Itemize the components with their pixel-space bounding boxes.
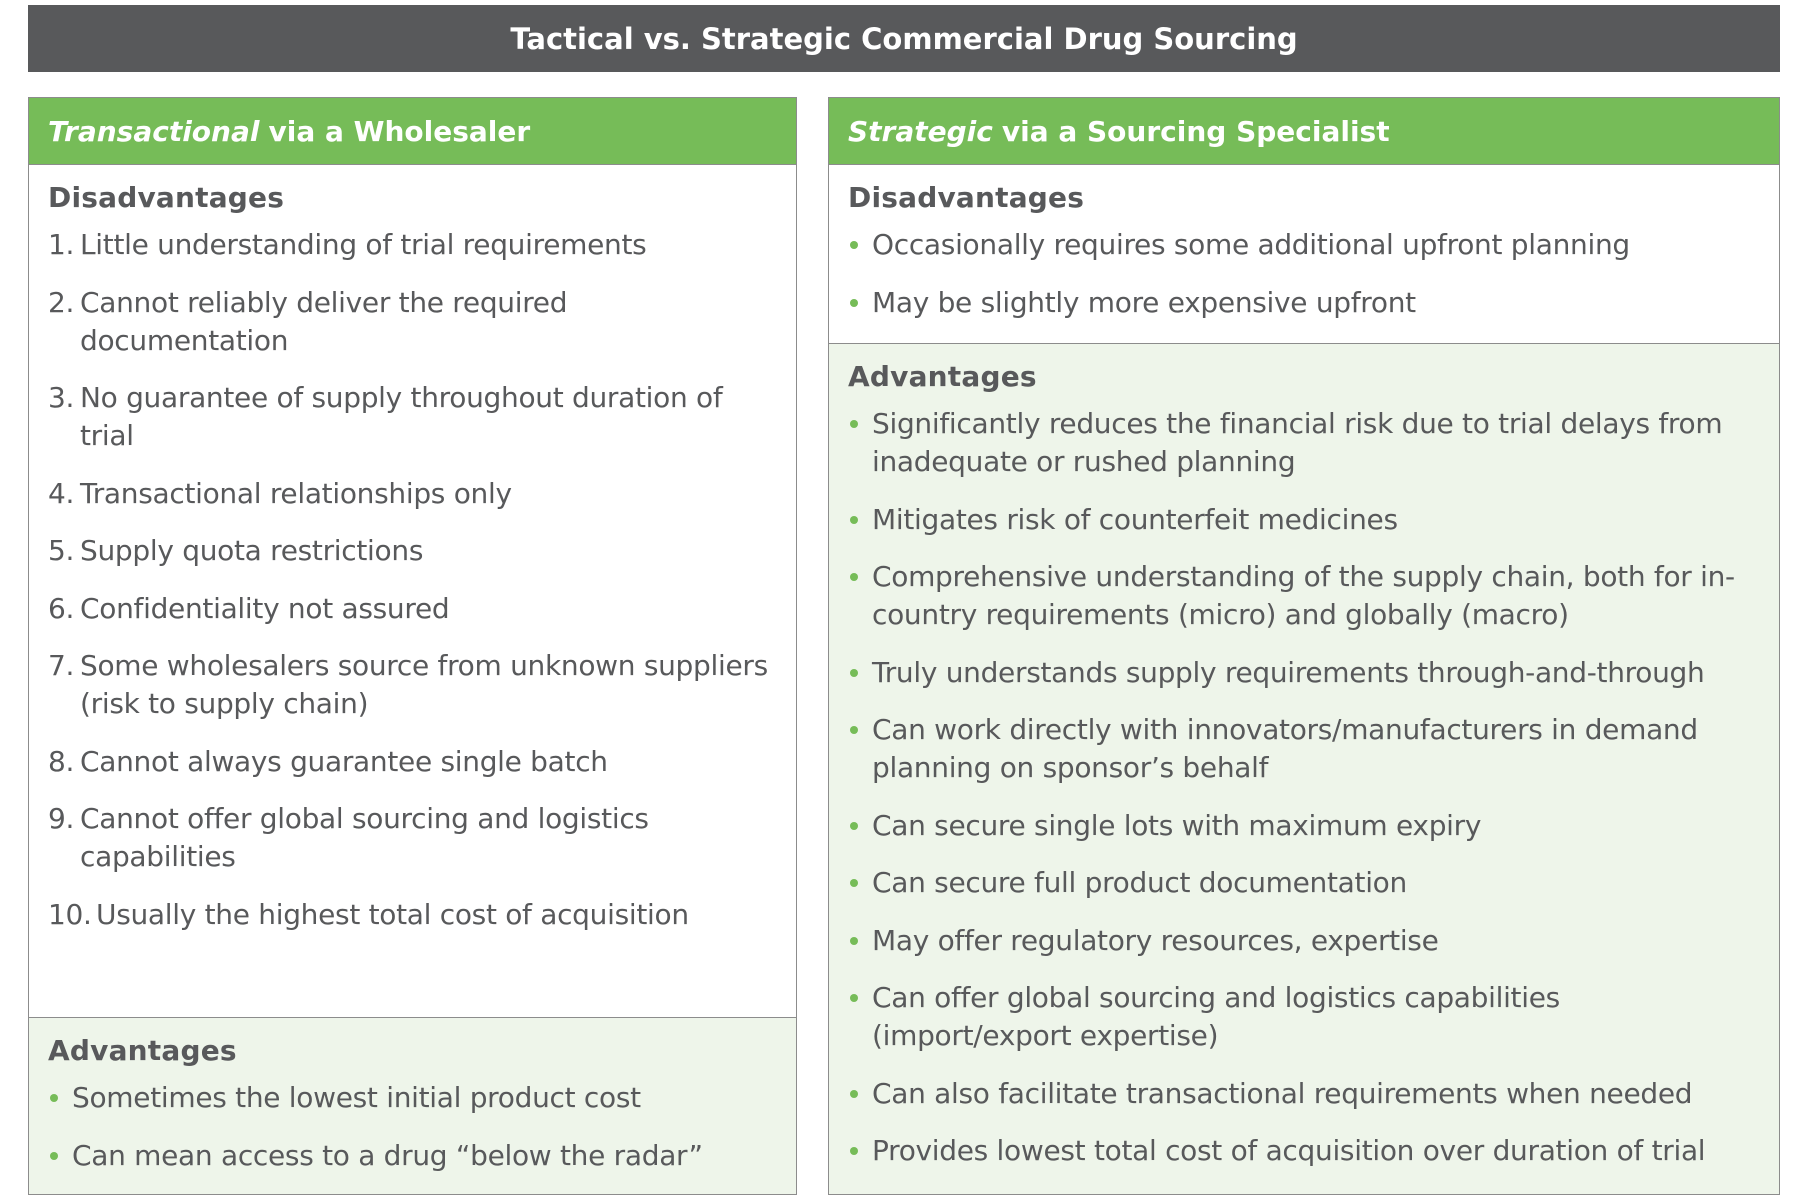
list-item: Can secure single lots with maximum expi… (848, 807, 1760, 845)
list-item: Provides lowest total cost of acquisitio… (848, 1132, 1760, 1170)
section-title: Advantages (48, 1034, 237, 1067)
list-item: 9. Cannot offer global sourcing and logis… (48, 800, 777, 876)
item-text: Can secure single lots with maximum expi… (872, 808, 1482, 842)
bullet-dot-icon (848, 1075, 872, 1113)
list-item: Comprehensive understanding of the suppl… (848, 558, 1760, 634)
list-item: 7. Some wholesalers source from unknown s… (48, 647, 777, 723)
list-item: Occasionally requires some additional up… (848, 226, 1760, 264)
item-number: 2. (48, 285, 75, 319)
item-text: Little understanding of trial requiremen… (80, 228, 647, 261)
item-number: 6. (48, 591, 75, 625)
list-item: 3. No guarantee of supply throughout dura… (48, 379, 777, 455)
advantages-list: Significantly reduces the financial risk… (848, 405, 1760, 1170)
list-item: 5. Supply quota restrictions (48, 532, 777, 570)
header-emphasis: Strategic (848, 114, 993, 148)
item-text: Can offer global sourcing and logistics … (872, 981, 1560, 1052)
advantages-list: Sometimes the lowest initial product cos… (48, 1079, 777, 1175)
item-number: 4. (48, 476, 75, 510)
item-number: 3. (48, 381, 75, 414)
list-item: Can also facilitate transactional requir… (848, 1075, 1760, 1113)
item-text: Cannot offer global sourcing and logisti… (80, 802, 649, 873)
bullet-dot-icon (848, 864, 872, 902)
list-item: Can secure full product documentation (848, 864, 1760, 902)
bullet-dot-icon (848, 711, 872, 749)
item-text: Cannot always guarantee single batch (80, 744, 608, 778)
column-transactional: Transactional via a Wholesaler Disadvant… (28, 97, 797, 1195)
item-text: Can secure full product documentation (872, 866, 1407, 899)
list-item: 10. Usually the highest total cost of acq… (48, 896, 777, 934)
disadvantages-list: 1. Little understanding of trial requirem… (48, 226, 777, 934)
disadvantages-list: Occasionally requires some additional up… (848, 226, 1760, 322)
bullet-dot-icon (848, 807, 872, 845)
item-text: Some wholesalers source from unknown sup… (80, 649, 768, 720)
list-item: 6. Confidentiality not assured (48, 590, 777, 628)
bullet-dot-icon (848, 226, 872, 264)
item-text: May be slightly more expensive upfront (872, 285, 1416, 319)
bullet-dot-icon (848, 979, 872, 1017)
bullet-dot-icon (848, 405, 872, 443)
advantages-section-transactional: Advantages Sometimes the lowest initial … (29, 1017, 796, 1194)
list-item: 2. Cannot reliably deliver the required d… (48, 284, 777, 360)
section-title: Disadvantages (48, 181, 285, 214)
item-text: Occasionally requires some additional up… (872, 228, 1630, 261)
item-text: May offer regulatory resources, expertis… (872, 923, 1439, 957)
list-item: 1. Little understanding of trial requirem… (48, 226, 777, 264)
item-number: 9. (48, 802, 75, 835)
bullet-dot-icon (848, 1132, 872, 1170)
item-text: Cannot reliably deliver the required doc… (80, 285, 568, 357)
list-item: Significantly reduces the financial risk… (848, 405, 1760, 481)
bullet-dot-icon (848, 558, 872, 596)
list-item: Can offer global sourcing and logistics … (848, 979, 1760, 1055)
list-item: 8. Cannot always guarantee single batch (48, 743, 777, 781)
page-title: Tactical vs. Strategic Commercial Drug S… (28, 5, 1780, 72)
item-text: Confidentiality not assured (80, 591, 450, 625)
section-title: Advantages (848, 360, 1037, 393)
item-text: Can mean access to a drug “below the rad… (72, 1138, 703, 1172)
item-text: Comprehensive understanding of the suppl… (872, 560, 1735, 631)
advantages-section-strategic: Advantages Significantly reduces the fin… (829, 343, 1779, 1194)
list-item: Can mean access to a drug “below the rad… (48, 1137, 777, 1175)
disadvantages-section-strategic: Disadvantages Occasionally requires some… (829, 165, 1779, 343)
list-item: 4. Transactional relationships only (48, 475, 777, 513)
bullet-dot-icon (48, 1079, 72, 1117)
bullet-dot-icon (848, 284, 872, 322)
item-number: 1. (48, 228, 75, 261)
section-title: Disadvantages (848, 181, 1085, 214)
list-item: May offer regulatory resources, expertis… (848, 922, 1760, 960)
item-text: Significantly reduces the financial risk… (872, 407, 1723, 478)
item-number: 7. (48, 649, 75, 682)
list-item: Can work directly with innovators/manufa… (848, 711, 1760, 787)
item-text: Truly understands supply requirements th… (872, 655, 1705, 689)
bullet-dot-icon (848, 501, 872, 539)
disadvantages-section-transactional: Disadvantages 1. Little understanding of … (29, 165, 796, 1017)
header-rest: via a Wholesaler (268, 114, 531, 148)
bullet-dot-icon (848, 922, 872, 960)
item-number: 8. (48, 744, 75, 778)
list-item: Truly understands supply requirements th… (848, 654, 1760, 692)
column-strategic: Strategic via a Sourcing Specialist Disa… (828, 97, 1780, 1195)
list-item: May be slightly more expensive upfront (848, 284, 1760, 322)
item-text: Can also facilitate transactional requir… (872, 1076, 1693, 1110)
bullet-dot-icon (48, 1137, 72, 1175)
bullet-dot-icon (848, 654, 872, 692)
item-text: Supply quota restrictions (80, 534, 424, 567)
list-item: Mitigates risk of counterfeit medicines (848, 501, 1760, 539)
item-text: Mitigates risk of counterfeit medicines (872, 502, 1398, 536)
item-text: Sometimes the lowest initial product cos… (72, 1081, 641, 1114)
header-rest: via a Sourcing Specialist (1001, 114, 1390, 148)
item-number: 10. (48, 897, 92, 931)
header-emphasis: Transactional (48, 114, 260, 148)
item-text: No guarantee of supply throughout durati… (80, 381, 723, 452)
item-text: Transactional relationships only (80, 476, 512, 510)
item-text: Provides lowest total cost of acquisitio… (872, 1134, 1706, 1167)
list-item: Sometimes the lowest initial product cos… (48, 1079, 777, 1117)
item-text: Can work directly with innovators/manufa… (872, 713, 1698, 784)
column-header-strategic: Strategic via a Sourcing Specialist (829, 98, 1779, 165)
item-number: 5. (48, 534, 75, 567)
item-text: Usually the highest total cost of acquis… (96, 897, 689, 931)
column-header-transactional: Transactional via a Wholesaler (29, 98, 796, 165)
